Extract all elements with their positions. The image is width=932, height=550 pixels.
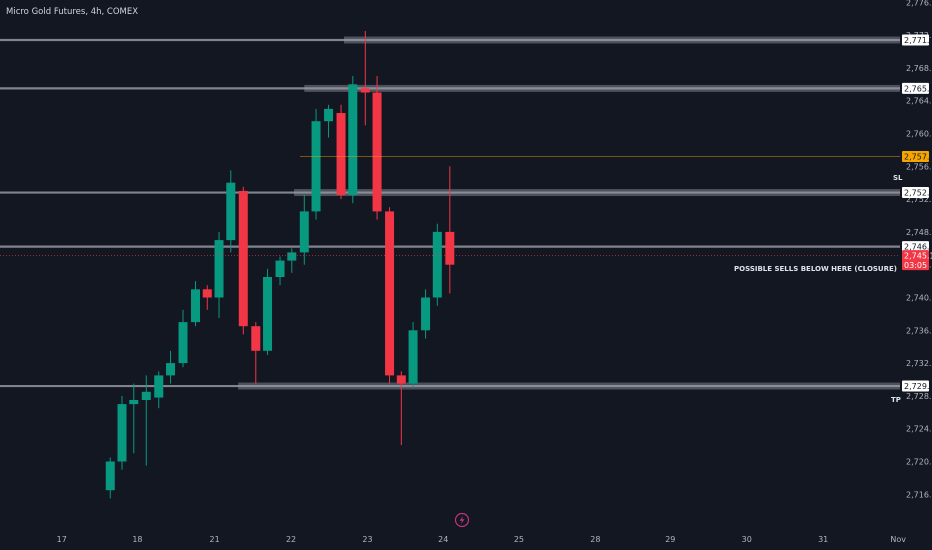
sell-annotation: POSSIBLE SELLS BELOW HERE (CLOSURE)	[734, 265, 897, 273]
level-price-label-box[interactable]	[902, 82, 929, 94]
candle-up[interactable]	[178, 322, 188, 364]
candle-up[interactable]	[129, 400, 139, 405]
candle-down[interactable]	[385, 211, 395, 376]
x-tick-label: 29	[665, 535, 675, 544]
y-tick-label: 2,760.0	[906, 130, 932, 139]
candle-up[interactable]	[117, 404, 127, 462]
level-price-label: 2,746.2	[904, 243, 932, 252]
candle-down[interactable]	[251, 326, 261, 351]
candle-up[interactable]	[154, 375, 164, 398]
candle-up[interactable]	[408, 330, 418, 384]
candle-up[interactable]	[348, 84, 358, 195]
level-price-label: 2,752.8	[904, 189, 932, 198]
current-price-label-box[interactable]	[902, 250, 929, 271]
candle-up[interactable]	[141, 391, 151, 400]
level-zone[interactable]	[304, 84, 900, 92]
y-tick-label: 2,728.0	[906, 392, 932, 401]
candle-up[interactable]	[287, 252, 297, 261]
candle-down[interactable]	[372, 92, 382, 212]
level-price-label-box[interactable]	[902, 34, 929, 46]
current-price-label: 2,745.1	[904, 252, 932, 261]
x-tick-label: 24	[438, 535, 448, 544]
lightning-icon[interactable]	[454, 512, 470, 528]
chart-title: Micro Gold Futures, 4h, COMEX	[6, 7, 138, 17]
candle-down[interactable]	[445, 231, 455, 265]
tp-label: TP	[891, 396, 901, 404]
x-tick-label: 17	[57, 535, 67, 544]
annotation-bg	[732, 264, 899, 274]
candle-up[interactable]	[214, 240, 224, 298]
x-tick-label: 21	[210, 535, 220, 544]
y-tick-label: 2,752.0	[906, 195, 932, 204]
candle-up[interactable]	[226, 182, 236, 241]
x-tick-label: 31	[818, 535, 828, 544]
candle-down[interactable]	[360, 88, 370, 93]
y-tick-label: 2,748.0	[906, 228, 932, 237]
x-tick-label: 18	[132, 535, 142, 544]
y-tick-label: 2,720.0	[906, 458, 932, 467]
candle-up[interactable]	[105, 461, 115, 491]
candle-down[interactable]	[336, 113, 346, 195]
y-tick-label: 2,736.0	[906, 326, 932, 335]
candle-up[interactable]	[263, 277, 273, 351]
level-price-label: 2,765.5	[904, 84, 932, 93]
level-zone[interactable]	[343, 36, 901, 44]
level-price-label-box[interactable]	[902, 241, 929, 253]
x-tick-label: 28	[590, 535, 600, 544]
candle-down[interactable]	[396, 375, 406, 384]
candle-up[interactable]	[166, 363, 176, 376]
candle-up[interactable]	[191, 289, 201, 323]
level-zone[interactable]	[238, 382, 900, 390]
level-zone[interactable]	[294, 189, 900, 197]
x-tick-label: 25	[514, 535, 524, 544]
y-tick-label: 2,716.0	[906, 490, 932, 499]
current-price-label-countdown: 03:05	[904, 261, 927, 270]
candle-up[interactable]	[299, 211, 309, 253]
y-tick-label: 2,732.0	[906, 359, 932, 368]
x-tick-label: 30	[742, 535, 752, 544]
x-tick-label: Nov	[890, 535, 906, 544]
candle-up[interactable]	[311, 121, 321, 212]
sl-price-label: 2,757.2	[904, 152, 932, 161]
candle-up[interactable]	[324, 108, 334, 122]
sl-label: SL	[893, 174, 903, 182]
y-tick-label: 2,768.0	[906, 64, 932, 73]
y-tick-label: 2,764.0	[906, 97, 932, 106]
y-tick-label: 2,776.0	[906, 0, 932, 7]
y-tick-label: 2,724.0	[906, 425, 932, 434]
level-price-label: 2,729.2	[904, 382, 932, 391]
level-price-label: 2,771.4	[904, 36, 932, 45]
x-tick-label: 23	[362, 535, 372, 544]
x-tick-label: 22	[286, 535, 296, 544]
candle-down[interactable]	[238, 190, 248, 327]
candle-up[interactable]	[421, 297, 431, 331]
level-price-label-box[interactable]	[902, 187, 929, 199]
sl-price-label-box[interactable]	[902, 150, 929, 162]
candle-up[interactable]	[432, 231, 442, 298]
y-tick-label: 2,756.0	[906, 162, 932, 171]
candle-down[interactable]	[202, 289, 212, 298]
level-price-label-box[interactable]	[902, 380, 929, 392]
candle-up[interactable]	[275, 260, 285, 277]
y-tick-label: 2,740.0	[906, 294, 932, 303]
